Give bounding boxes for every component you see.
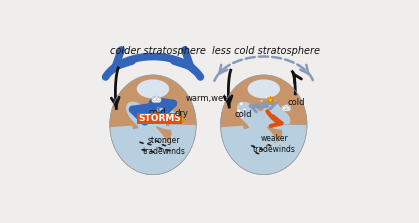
Circle shape [179, 117, 183, 121]
Circle shape [243, 108, 246, 111]
Circle shape [268, 98, 272, 102]
Polygon shape [268, 125, 305, 163]
Polygon shape [228, 127, 242, 162]
FancyBboxPatch shape [152, 97, 161, 103]
Ellipse shape [220, 75, 307, 175]
Polygon shape [111, 76, 195, 132]
Ellipse shape [162, 100, 166, 102]
Circle shape [282, 106, 286, 109]
Text: cold: cold [287, 98, 305, 107]
Circle shape [287, 106, 290, 109]
Ellipse shape [248, 79, 280, 98]
Text: stronger
tradewinds: stronger tradewinds [142, 136, 185, 156]
Polygon shape [118, 127, 132, 162]
Ellipse shape [266, 96, 269, 98]
Polygon shape [222, 76, 306, 132]
FancyBboxPatch shape [282, 105, 291, 111]
Circle shape [153, 98, 156, 101]
Ellipse shape [155, 96, 158, 98]
Ellipse shape [150, 100, 152, 102]
Circle shape [237, 109, 240, 112]
Ellipse shape [137, 79, 169, 98]
Text: less cold stratosphere: less cold stratosphere [212, 46, 320, 56]
Text: dry: dry [174, 109, 188, 118]
Circle shape [284, 105, 289, 109]
Polygon shape [157, 125, 194, 163]
Circle shape [157, 98, 160, 101]
Polygon shape [222, 125, 306, 174]
Ellipse shape [273, 100, 276, 102]
Polygon shape [111, 125, 195, 174]
Text: warm,wet: warm,wet [185, 94, 227, 103]
Ellipse shape [260, 100, 263, 102]
Circle shape [154, 96, 159, 101]
Circle shape [241, 115, 244, 118]
Circle shape [240, 102, 243, 105]
Text: weaker
tradewinds: weaker tradewinds [253, 134, 296, 154]
Text: STORMS: STORMS [138, 114, 181, 123]
Text: cold: cold [234, 110, 252, 119]
Text: cold: cold [149, 108, 166, 117]
Text: colder stratosphere: colder stratosphere [110, 46, 206, 56]
Ellipse shape [110, 75, 196, 175]
